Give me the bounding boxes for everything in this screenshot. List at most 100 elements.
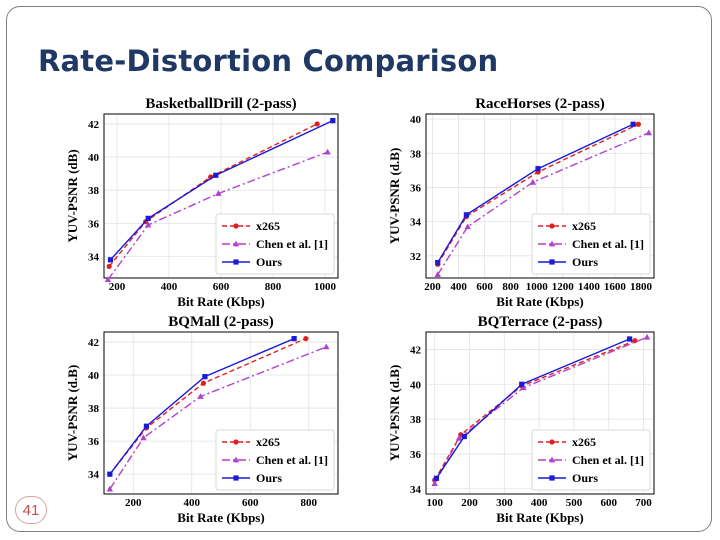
x-tick-label: 600 [213,281,230,293]
plot-border [103,331,339,495]
chart-title: BQMall (2-pass) [168,314,273,330]
legend-marker [232,456,240,463]
y-axis-label: YUV-PSNR (d.B) [387,365,402,462]
data-point [330,118,336,124]
y-tick-label: 38 [410,148,422,160]
legend-marker [549,259,555,265]
rd-chart-basketballdrill: BasketballDrill (2-pass) 200 400 600 800 1000… [65,96,339,309]
y-tick-label: 40 [88,152,100,164]
y-tick-label: 40 [410,114,422,126]
data-point [435,260,441,266]
y-tick-label: 38 [88,185,100,197]
series-line [437,123,634,263]
x-tick-label: 400 [161,281,178,293]
x-tick-label: 1200 [552,281,575,293]
x-tick-label: 1800 [630,281,653,293]
legend-label: Ours [572,471,598,485]
data-point [143,423,150,429]
y-tick-label: 42 [88,119,100,131]
x-tick-label: 1000 [526,281,549,293]
data-point [200,380,207,386]
x-tick-label: 800 [265,281,282,293]
y-tick-label: 40 [410,379,422,391]
data-point [643,333,651,340]
x-tick-label: 200 [461,497,478,509]
y-tick-label: 34 [88,251,100,263]
y-tick-label: 42 [410,344,422,356]
y-tick-label: 38 [410,414,422,426]
data-point [434,271,441,277]
data-point [314,121,320,127]
x-tick-label: 600 [600,497,617,509]
chart-title: BQTerrace (2-pass) [478,314,603,330]
chart-title: RaceHorses (2-pass) [475,96,605,112]
legend-label: x265 [572,219,596,233]
legend-label: Ours [572,255,598,269]
y-tick-label: 38 [88,403,100,415]
series-1 [106,343,330,492]
x-tick-label: 800 [301,497,318,509]
x-axis-label: Bit Rate (Kbps) [177,510,264,525]
rd-chart-bqmall: BQMall (2-pass) 200 400 600 800 34 36 38 40 42 Bit… [65,314,339,525]
series-2 [107,118,336,263]
series-1 [434,129,652,277]
series-line [109,346,327,490]
data-point [630,121,636,127]
x-tick-label: 400 [531,497,548,509]
series-line [437,132,650,275]
series-1 [104,148,331,283]
data-point [520,384,527,391]
legend-marker [233,223,239,229]
y-tick-label: 32 [410,251,422,263]
x-tick-label: 300 [496,497,513,509]
data-point [645,129,652,136]
legend-label: Ours [256,471,282,485]
x-tick-label: 1400 [578,281,601,293]
data-point [106,263,112,270]
legend-marker [548,240,556,247]
legend: x265 Chen et al. [1] Ours [531,213,651,275]
data-point [455,434,463,441]
series-2 [435,121,636,266]
x-tick-label: 400 [184,497,201,509]
legend: x265 Chen et al. [1] Ours [531,429,651,491]
x-tick-label: 500 [566,497,583,509]
legend-marker [233,475,239,481]
data-point [519,381,525,387]
data-point [529,178,537,185]
data-point [197,393,204,399]
y-axis-label: YUV-PSNR (d.B) [65,365,80,462]
x-tick-label: 600 [476,281,493,293]
slide-title: Rate-Distortion Comparison [38,44,499,78]
series-line [434,336,648,484]
data-point [145,221,152,228]
data-point [107,471,113,477]
y-tick-label: 36 [410,182,422,194]
legend: x265 Chen et al. [1] Ours [215,429,335,491]
x-tick-label: 400 [450,281,467,293]
series-line [107,151,328,281]
y-axis-label: YUV-PSNR (d.B) [387,148,402,245]
chart-title: BasketballDrill (2-pass) [145,96,296,112]
series-line [434,340,636,481]
legend-label: x265 [256,435,280,449]
series-2 [107,336,297,477]
y-tick-label: 36 [88,218,100,230]
plot-border [425,331,655,495]
series-line [109,337,307,475]
x-tick-label: 1000 [314,281,337,293]
legend-label: Ours [256,255,282,269]
y-tick-label: 34 [410,217,422,229]
x-tick-label: 600 [242,497,259,509]
data-point [303,336,309,342]
legend-label: Chen et al. [1] [256,237,328,251]
data-point [215,190,222,196]
legend-label: Chen et al. [1] [572,237,644,251]
data-point [433,475,440,481]
x-tick-label: 200 [109,281,126,293]
y-tick-label: 40 [88,370,100,382]
data-point [213,172,219,178]
x-tick-label: 100 [426,497,443,509]
legend-label: x265 [256,219,280,233]
x-tick-label: 700 [635,497,652,509]
